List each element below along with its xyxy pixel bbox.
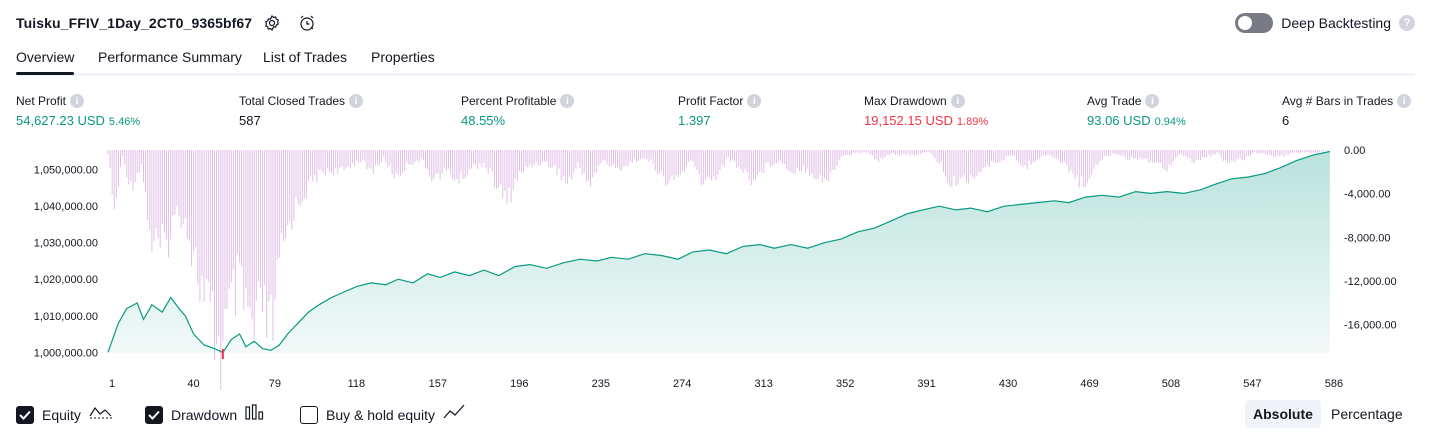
checkbox-unchecked-icon[interactable] (300, 405, 318, 424)
x-axis-tick-label: 79 (269, 378, 281, 390)
left-axis-tick-label: 1,020,000.00 (34, 274, 98, 286)
metric-percent: 1.89% (956, 116, 989, 128)
metric-value: 1.397 (678, 113, 711, 128)
metric-label: Avg Trade (1087, 94, 1142, 108)
metric-value: 48.55% (461, 113, 506, 128)
checkbox-checked-icon[interactable] (16, 405, 34, 424)
metric-label: Percent Profitable (461, 94, 557, 108)
metric-percent: 0.94% (1154, 116, 1186, 128)
absolute-toggle[interactable]: Absolute (1245, 400, 1321, 428)
legend-drawdown[interactable]: Drawdown (145, 404, 265, 425)
x-axis-tick-label: 547 (1243, 378, 1261, 390)
left-axis-tick-label: 1,000,000.00 (34, 347, 98, 359)
deep-backtesting-toggle[interactable] (1235, 13, 1274, 33)
x-axis-tick-label: 391 (917, 378, 935, 390)
x-axis-ticks: 1 40 79 118 157 196 235 274 313 352 391 430 469 508 54… (109, 378, 1343, 390)
bars-icon (245, 404, 265, 425)
settings-icon[interactable] (262, 13, 282, 33)
left-axis-tick-label: 1,030,000.00 (34, 238, 98, 250)
x-axis-tick-label: 469 (1080, 378, 1098, 390)
legend-label: Drawdown (171, 406, 238, 423)
metric-value: 93.06 USD (1087, 113, 1151, 128)
info-icon[interactable]: i (349, 94, 364, 108)
right-axis-tick-label: -12,000.00 (1344, 276, 1397, 288)
info-icon[interactable]: i (747, 94, 762, 108)
equity-line (107, 150, 1331, 354)
x-axis-tick-label: 40 (187, 378, 199, 390)
drawdown-bars (107, 150, 1329, 390)
metric-label: Max Drawdown (864, 94, 947, 108)
right-axis-tick-label: -8,000.00 (1344, 232, 1390, 244)
metric-value: 19,152.15 USD (864, 113, 953, 128)
info-icon[interactable]: i (70, 94, 85, 108)
add-alert-icon[interactable] (297, 13, 317, 33)
info-icon[interactable]: i (1397, 94, 1412, 108)
deep-backtesting: Deep Backtesting ? (1235, 13, 1415, 33)
legend-label: Buy & hold equity (326, 406, 435, 423)
metric-percent: 5.46% (108, 116, 141, 128)
x-axis-tick-label: 118 (348, 378, 366, 390)
tab-overview[interactable]: Overview (16, 49, 75, 75)
metric-total-closed-trades: Total Closed Trades i 587 (239, 93, 364, 128)
x-axis-tick-label: 274 (673, 378, 691, 390)
x-axis-tick-label: 157 (429, 378, 447, 390)
left-axis-ticks: 1,050,000.00 1,040,000.00 1,030,000.00 1,02… (34, 165, 98, 360)
metric-label: Total Closed Trades (239, 94, 346, 108)
right-axis-tick-label: 0.00 (1344, 145, 1365, 157)
metric-max-drawdown: Max Drawdown i 19,152.15 USD 1.89% (864, 93, 988, 128)
strategy-title: Tuisku_FFIV_1Day_2CT0_9365bf67 (16, 15, 253, 31)
x-axis-tick-label: 313 (755, 378, 773, 390)
area-line-icon (89, 404, 113, 425)
left-axis-tick-label: 1,040,000.00 (34, 201, 98, 213)
percentage-toggle[interactable]: Percentage (1331, 406, 1403, 422)
metric-value: 54,627.23 USD (16, 113, 105, 128)
legend-buy-hold-equity[interactable]: Buy & hold equity (300, 404, 465, 425)
tab-performance-summary[interactable]: Performance Summary (98, 49, 242, 65)
x-axis-tick-label: 1 (109, 378, 115, 390)
info-icon[interactable]: i (1145, 94, 1160, 108)
checkbox-checked-icon[interactable] (145, 405, 163, 424)
equity-drawdown-chart[interactable]: 1,050,000.00 1,040,000.00 1,030,000.00 1,02… (0, 140, 1431, 390)
left-axis-tick-label: 1,050,000.00 (34, 165, 98, 177)
right-axis-ticks: 0.00 -4,000.00 -8,000.00 -12,000.00 -16,000.… (1344, 145, 1397, 332)
metric-avg-trade: Avg Trade i 93.06 USD 0.94% (1087, 93, 1186, 128)
metric-net-profit: Net Profit i 54,627.23 USD 5.46% (16, 93, 140, 128)
metric-label: Profit Factor (678, 94, 744, 108)
info-icon[interactable]: i (560, 94, 575, 108)
info-icon[interactable]: i (950, 94, 965, 108)
legend-equity[interactable]: Equity (16, 404, 113, 425)
tab-list-of-trades[interactable]: List of Trades (263, 49, 348, 65)
metric-value: 6 (1282, 113, 1290, 128)
x-axis-tick-label: 430 (999, 378, 1017, 390)
x-axis-tick-label: 235 (592, 378, 610, 390)
x-axis-tick-label: 352 (836, 378, 854, 390)
x-axis-tick-label: 508 (1162, 378, 1180, 390)
toggle-knob (1238, 16, 1253, 30)
deep-backtesting-label: Deep Backtesting (1281, 15, 1391, 31)
metric-profit-factor: Profit Factor i 1.397 (678, 93, 762, 128)
legend-label: Equity (42, 406, 81, 423)
metric-label: Net Profit (16, 94, 67, 108)
help-icon[interactable]: ? (1399, 15, 1415, 31)
left-axis-tick-label: 1,010,000.00 (34, 311, 98, 323)
tab-bar: Overview Performance Summary List of Tra… (16, 49, 1415, 76)
metric-value: 587 (239, 113, 261, 128)
x-axis-tick-label: 196 (510, 378, 528, 390)
metric-percent-profitable: Percent Profitable i 48.55% (461, 93, 575, 128)
x-axis-tick-label: 586 (1325, 378, 1343, 390)
right-axis-tick-label: -4,000.00 (1344, 189, 1390, 201)
metric-avg-bars-in-trades: Avg # Bars in Trades i 6 (1282, 93, 1412, 128)
trend-line-icon (443, 404, 465, 425)
metric-label: Avg # Bars in Trades (1282, 94, 1394, 108)
tab-properties[interactable]: Properties (371, 49, 435, 65)
right-axis-tick-label: -16,000.00 (1344, 320, 1397, 332)
